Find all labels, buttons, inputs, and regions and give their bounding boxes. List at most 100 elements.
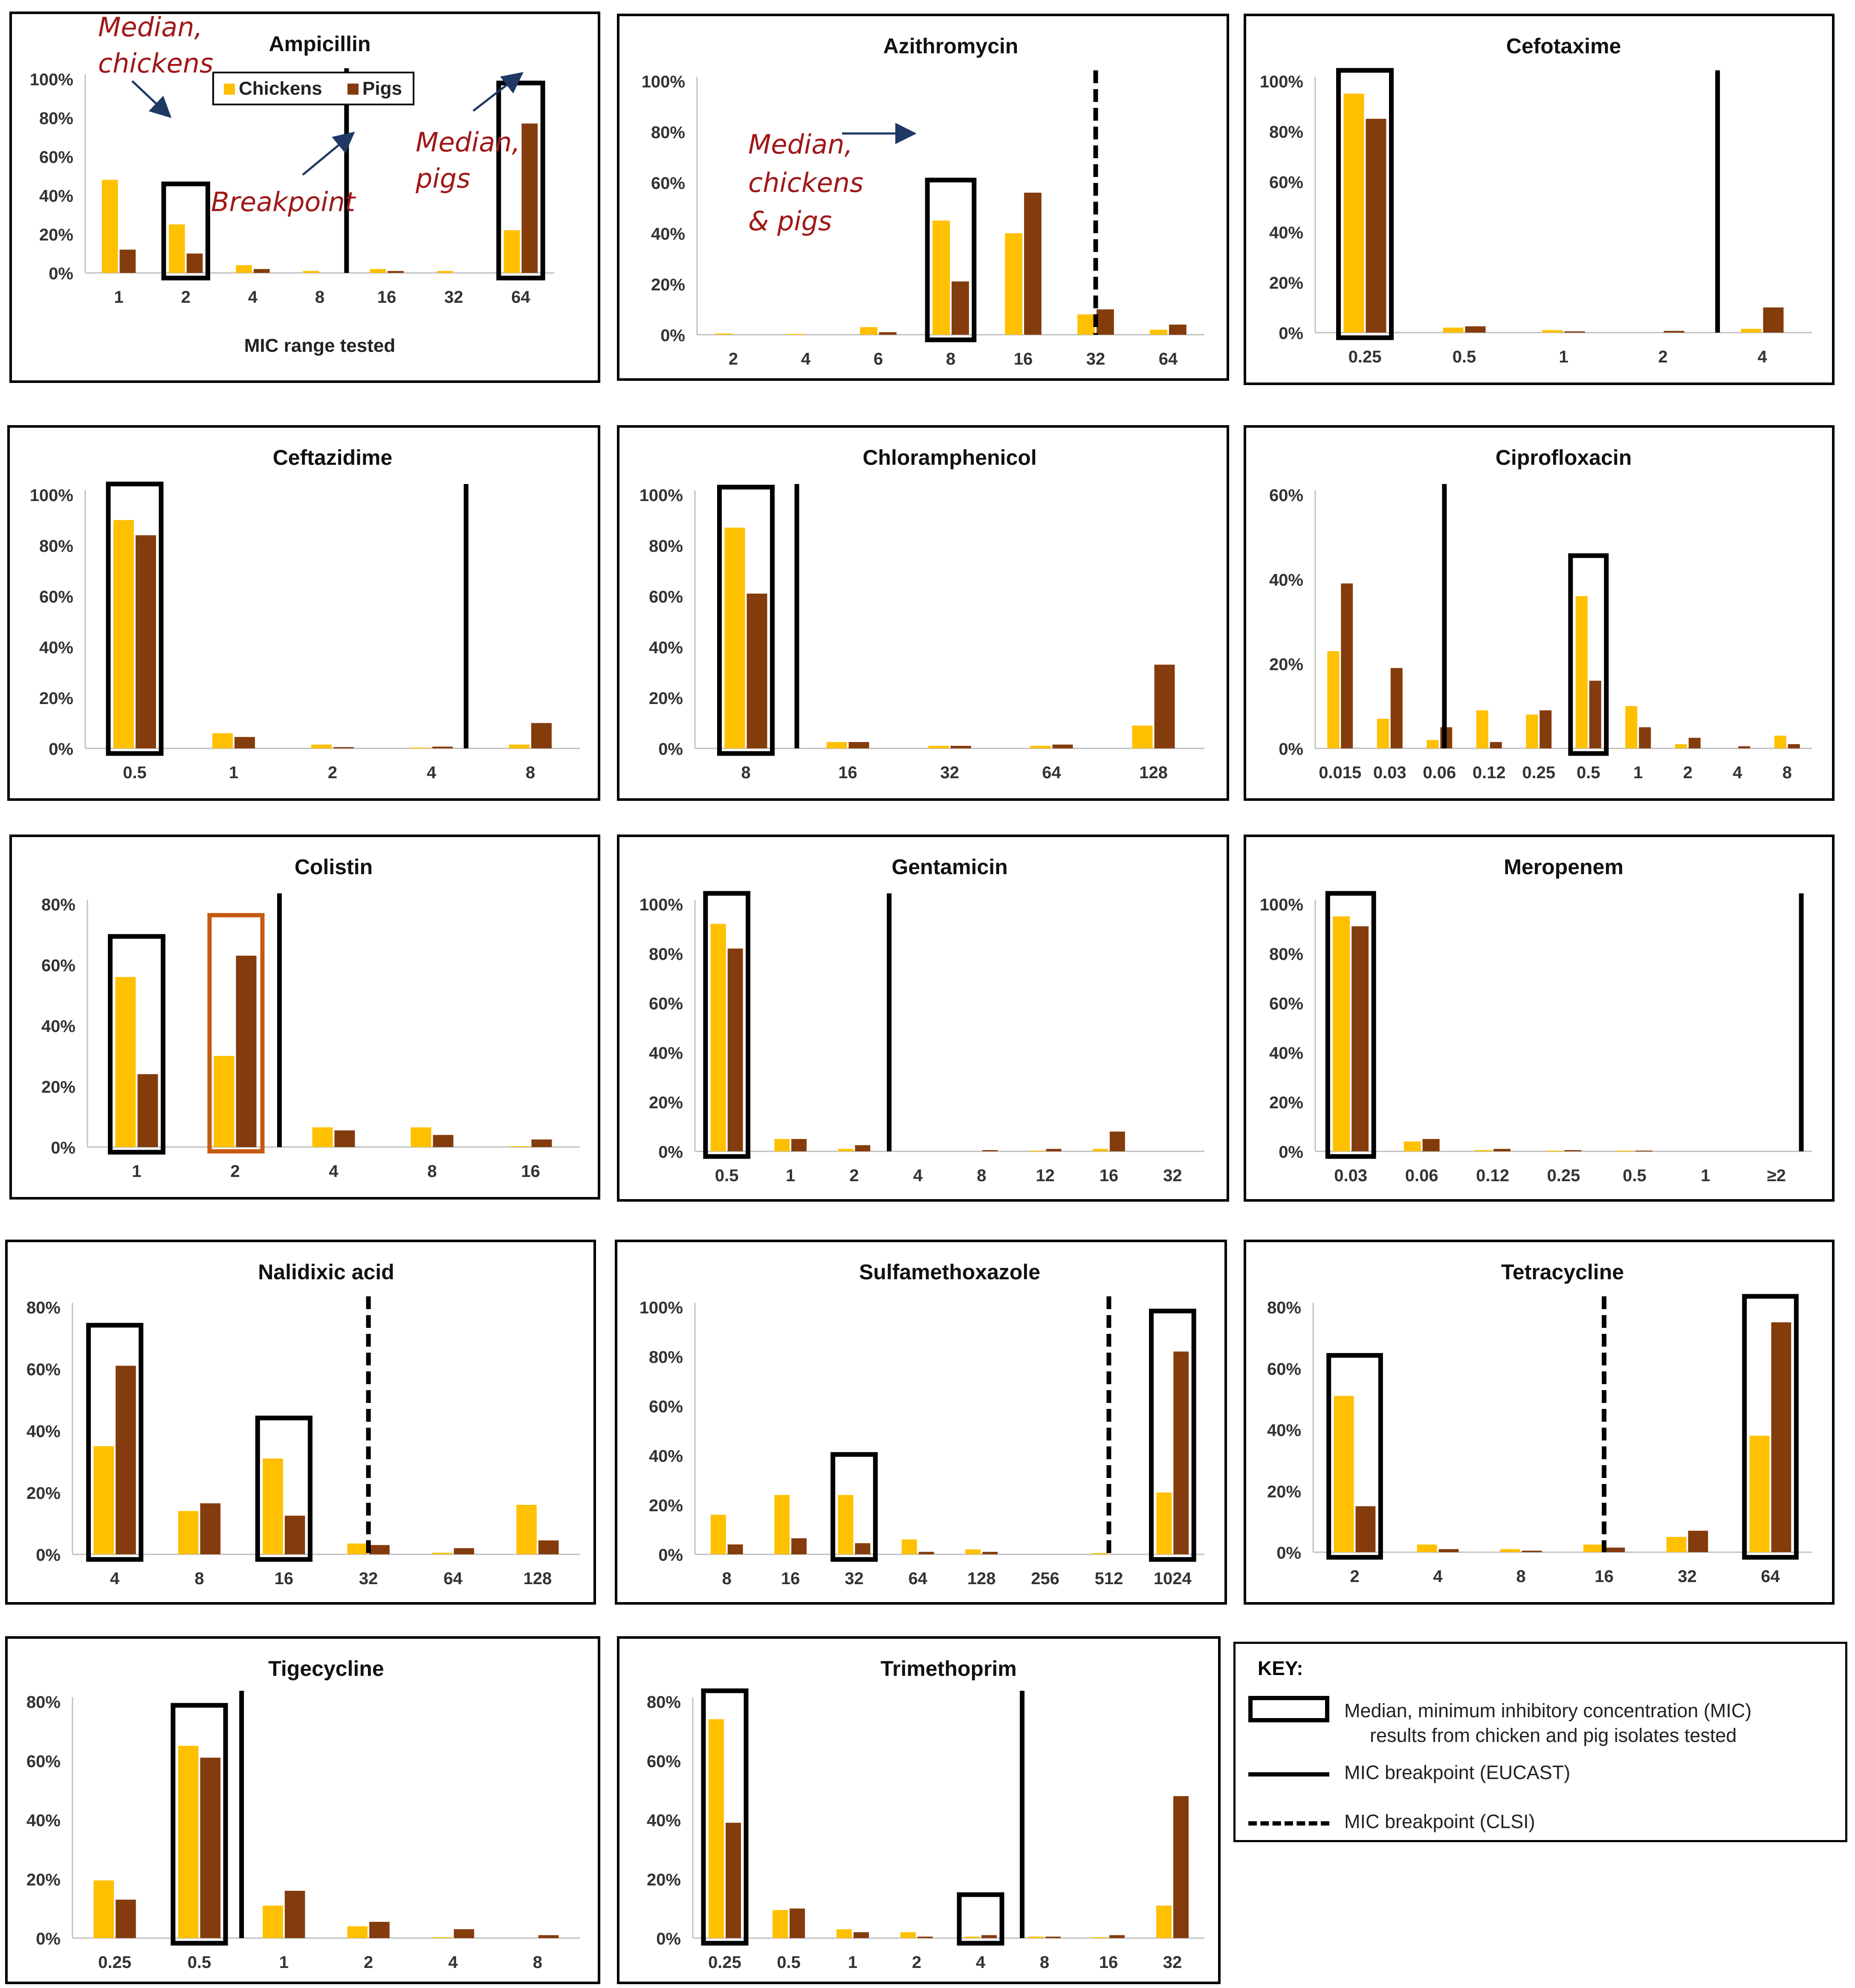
y-tick-label: 100%: [1260, 72, 1303, 91]
y-tick-label: 20%: [41, 1078, 75, 1097]
y-tick-label: 100%: [640, 895, 683, 914]
median-box: [1336, 68, 1394, 340]
y-tick-label: 60%: [26, 1752, 61, 1771]
pigs-bar: [854, 1932, 869, 1938]
y-tick-label: 80%: [39, 537, 73, 556]
pigs-bar: [952, 281, 969, 335]
x-tick-label: 32: [1678, 1567, 1697, 1586]
x-tick-label: 1: [848, 1953, 857, 1972]
chart-frame: [615, 1240, 1227, 1605]
y-tick-label: 100%: [640, 1298, 683, 1317]
pigs-bar: [284, 1516, 305, 1554]
pigs-bar: [1564, 331, 1585, 333]
chickens-bar: [1545, 1150, 1563, 1152]
chickens-bar: [509, 745, 530, 748]
x-tick-label: 0.25: [1522, 763, 1555, 782]
x-tick-label: 32: [845, 1569, 864, 1588]
pigs-bar: [1366, 119, 1386, 333]
x-tick-label: 1024: [1154, 1569, 1192, 1588]
chickens-bar: [1404, 1141, 1421, 1151]
chickens-bar: [1377, 719, 1389, 748]
chickens-bar: [113, 520, 134, 748]
y-tick-label: 20%: [647, 1870, 681, 1889]
x-tick-label: 0.25: [708, 1953, 741, 1972]
median-box: [831, 1452, 878, 1562]
annotation-median-both-2: chickens: [748, 167, 863, 198]
y-tick-label: 60%: [39, 588, 73, 606]
y-tick-label: 80%: [1269, 123, 1303, 142]
chart-title: Nalidixic acid: [258, 1260, 394, 1284]
x-tick-label: 16: [838, 763, 857, 782]
median-box: [957, 1892, 1004, 1946]
pigs-bar: [918, 1552, 934, 1554]
chart-frame: [617, 835, 1229, 1202]
y-tick-label: 60%: [41, 956, 75, 975]
x-tick-label: 1: [1633, 763, 1643, 782]
chickens-bar: [263, 1458, 283, 1554]
x-tick-label: 32: [1086, 350, 1105, 368]
y-tick-label: 80%: [26, 1298, 61, 1317]
x-tick-label: 4: [801, 350, 811, 368]
x-tick-label: 0.12: [1473, 763, 1506, 782]
chickens-bar: [715, 333, 732, 335]
x-tick-label: 4: [913, 1166, 923, 1185]
x-tick-label: 1: [279, 1953, 289, 1972]
x-tick-label: 64: [443, 1569, 463, 1588]
pigs-bar: [236, 956, 257, 1147]
chickens-bar: [1616, 1150, 1634, 1152]
chart-title: Gentamicin: [891, 855, 1007, 879]
median-box: [86, 1323, 144, 1562]
y-tick-label: 60%: [26, 1360, 61, 1379]
chickens-bar: [1542, 330, 1563, 333]
chickens-bar: [1327, 651, 1340, 748]
chart-colistin: Colistin 0% 20% 40% 60% 80% 1 2 4 8 16: [9, 835, 600, 1200]
clsi-line-symbol: [1248, 1821, 1329, 1826]
x-tick-label: 0.03: [1373, 763, 1406, 782]
chickens-bar: [1774, 736, 1786, 748]
pigs-bar: [186, 253, 203, 273]
chickens-bar: [516, 1505, 537, 1554]
y-tick-label: 0%: [51, 1139, 75, 1157]
x-tick-label: 0.25: [1349, 348, 1382, 366]
legend-frame: [212, 72, 414, 105]
x-tick-label: 1: [1559, 348, 1568, 366]
y-tick-label: 0%: [658, 1143, 683, 1162]
chart-frame: [7, 425, 600, 801]
pigs-bar: [369, 1921, 390, 1938]
chickens-bar: [774, 1139, 790, 1151]
chickens-bar: [1150, 330, 1167, 335]
x-tick-label: 512: [1095, 1569, 1123, 1588]
pigs-bar: [791, 1139, 807, 1151]
chart-frame: [617, 14, 1229, 381]
chickens-bar: [93, 1880, 114, 1938]
pigs-bar: [136, 535, 156, 748]
y-tick-label: 60%: [1269, 486, 1303, 505]
pigs-bar: [1771, 1322, 1791, 1552]
pigs-bar: [369, 1545, 390, 1554]
chickens-bar: [710, 1515, 726, 1554]
chickens-bar: [1093, 1149, 1108, 1151]
chickens-bar: [178, 1746, 199, 1938]
median-box: [701, 1688, 749, 1946]
chickens-bar: [1343, 93, 1364, 333]
chickens-bar: [312, 1127, 333, 1147]
chickens-bar: [900, 1932, 916, 1938]
chickens-bar: [774, 1495, 790, 1554]
x-tick-label: 256: [1031, 1569, 1059, 1588]
y-tick-label: 80%: [649, 1348, 683, 1367]
x-tick-label: 4: [110, 1569, 120, 1588]
y-tick-label: 40%: [1269, 571, 1303, 589]
x-tick-label: 0.5: [1623, 1166, 1647, 1185]
chickens-bar: [169, 224, 185, 273]
chickens-bar: [1443, 327, 1464, 333]
median-box: [171, 1703, 228, 1946]
pigs-bar: [727, 948, 743, 1151]
x-tick-label: 8: [315, 288, 324, 307]
chart-title: Azithromycin: [883, 34, 1019, 58]
pigs-bar: [1738, 746, 1751, 748]
pigs-bar: [200, 1503, 221, 1554]
y-tick-label: 20%: [26, 1870, 61, 1889]
pigs-bar: [1351, 926, 1369, 1151]
pigs-bar: [1788, 744, 1800, 748]
arrow-median-pigs: [472, 72, 524, 112]
